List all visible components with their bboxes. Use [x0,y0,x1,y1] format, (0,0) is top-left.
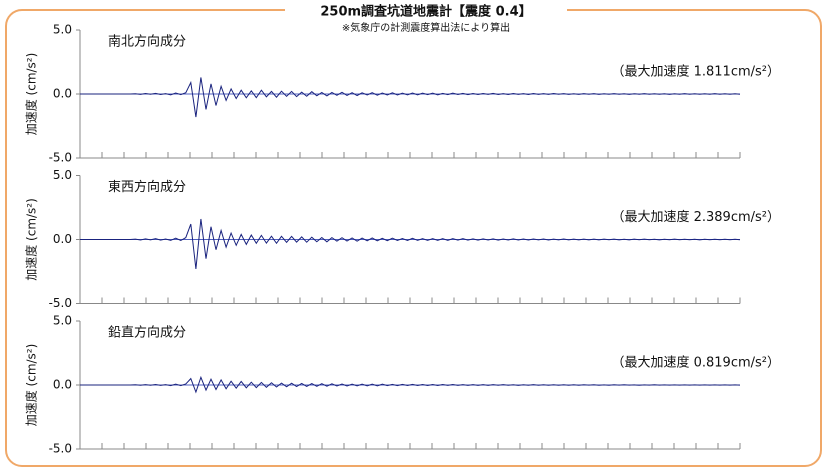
y-tick-label: -5.0 [49,296,72,310]
waveform [80,77,741,118]
y-tick-label: 5.0 [53,314,72,328]
y-tick-label: 5.0 [53,168,72,182]
max-acceleration: （最大加速度 2.389cm/s²） [611,209,780,225]
y-tick-label: -5.0 [49,442,72,456]
page-note: ※気象庁の計測震度算出法により算出 [342,21,510,34]
max-acceleration: （最大加速度 0.819cm/s²） [611,355,780,371]
title-gap [285,2,567,20]
component-name: 南北方向成分 [108,34,186,50]
y-axis-label: 加速度 (cm/s²) [24,53,39,136]
y-axis-label: 加速度 (cm/s²) [24,344,39,427]
max-acceleration: （最大加速度 1.811cm/s²） [611,64,780,80]
waveform [80,218,741,269]
y-axis-label: 加速度 (cm/s²) [24,198,39,281]
y-tick-label: -5.0 [49,151,72,165]
component-name: 東西方向成分 [108,179,186,195]
waveform [80,375,741,394]
page-title: 250m調査坑道地震計【震度 0.4】 [320,4,531,20]
component-name: 鉛直方向成分 [108,325,186,341]
y-tick-label: 0.0 [53,378,72,392]
y-tick-label: 0.0 [53,87,72,101]
y-tick-label: 5.0 [53,23,72,37]
y-tick-label: 0.0 [53,232,72,246]
